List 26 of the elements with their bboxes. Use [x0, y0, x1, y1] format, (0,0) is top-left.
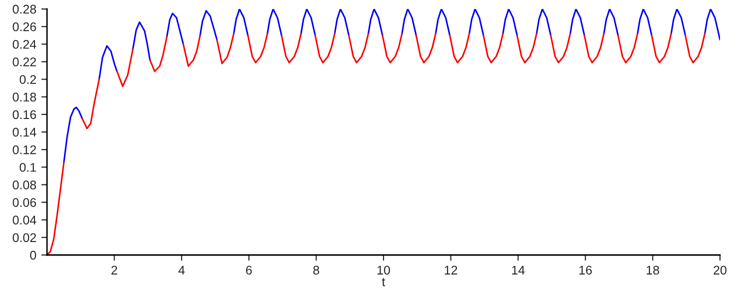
y-tick-label: 0.16 — [12, 110, 36, 120]
y-tick-label: 0.26 — [12, 22, 36, 32]
y-tick-label: 0.2 — [20, 75, 36, 84]
x-tick-label: 20 — [714, 266, 726, 275]
x-tick-label: 4 — [178, 266, 185, 274]
y-tick-label: 0.02 — [12, 233, 36, 242]
y-tick-label: 0.04 — [12, 216, 36, 225]
x-tick-label: 8 — [313, 266, 320, 275]
y-tick-label: 0.08 — [12, 180, 36, 190]
x-tick-label: 2 — [111, 266, 118, 274]
y-tick-label: 0.22 — [12, 58, 36, 66]
x-tick-label: 12 — [444, 266, 458, 274]
y-tick-label: 0.28 — [12, 4, 36, 14]
y-tick-label: 0.14 — [12, 128, 36, 137]
x-axis-title: t — [382, 278, 386, 286]
x-tick-label: 16 — [579, 266, 592, 275]
x-tick-label: 14 — [512, 266, 525, 274]
x-tick-label: 18 — [646, 266, 660, 275]
y-tick-label: 0.12 — [12, 145, 36, 154]
y-tick-label: 0.24 — [12, 40, 36, 49]
x-tick-label: 6 — [246, 266, 252, 275]
y-tick-label: 0.06 — [12, 198, 36, 207]
y-tick-label: 0.1 — [20, 162, 36, 172]
x-tick-label: 10 — [378, 266, 390, 275]
y-tick-label: 0 — [30, 250, 36, 260]
y-tick-label: 0.18 — [12, 92, 36, 102]
